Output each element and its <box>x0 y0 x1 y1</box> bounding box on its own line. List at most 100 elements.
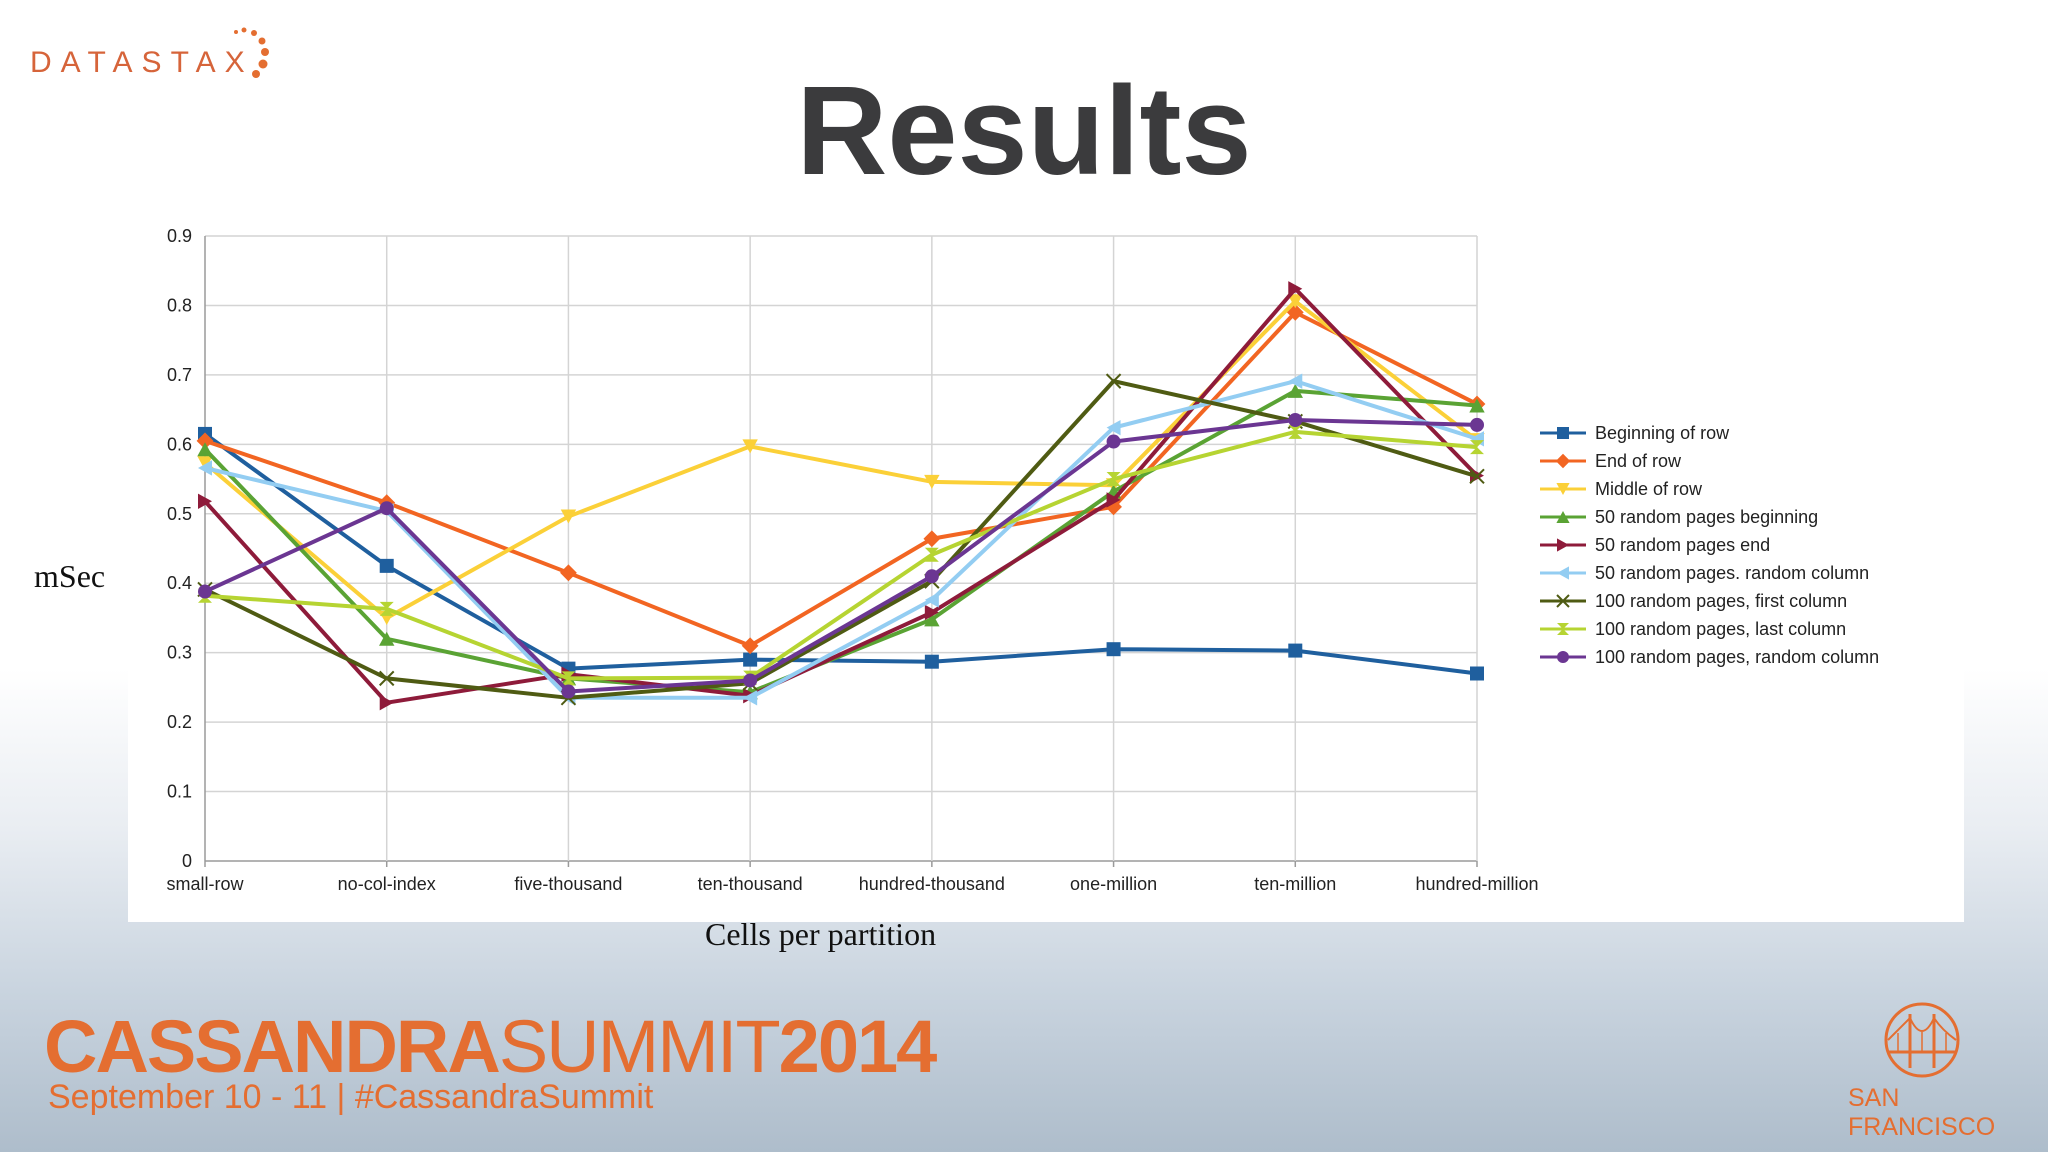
cassandra-summit-logo: CASSANDRASUMMIT2014 <box>44 1004 938 1089</box>
data-point <box>1470 440 1484 455</box>
data-point <box>379 694 394 711</box>
y-tick-label: 0.1 <box>167 782 192 802</box>
data-point <box>1286 303 1304 321</box>
data-point <box>1287 383 1303 398</box>
series-line <box>204 379 1478 700</box>
data-point <box>924 604 939 621</box>
data-point <box>198 584 212 599</box>
data-point <box>379 501 394 516</box>
series-line <box>204 379 1478 700</box>
data-point <box>1106 642 1121 657</box>
data-point <box>1288 413 1303 428</box>
data-point <box>743 690 758 706</box>
data-point <box>924 654 939 669</box>
data-point <box>923 530 941 548</box>
x-axis-label: Cells per partition <box>705 916 937 952</box>
golden-gate-bridge-icon <box>1884 1002 1960 1078</box>
data-point <box>743 652 758 667</box>
legend-entry: Middle of row <box>1595 479 1703 499</box>
y-tick-label: 0.5 <box>167 504 192 524</box>
x-tick-label: ten-thousand <box>698 874 803 894</box>
data-point <box>1288 281 1303 297</box>
series-line <box>203 432 1478 676</box>
series-line <box>204 429 1478 681</box>
data-point <box>1470 666 1484 681</box>
y-tick-label: 0.4 <box>167 573 192 593</box>
x-tick-label: five-thousand <box>514 874 622 894</box>
legend-swatch-marker <box>1557 427 1569 439</box>
event-year: 2014 <box>778 1005 938 1088</box>
data-point <box>560 564 577 582</box>
data-point <box>197 442 213 457</box>
chart-panel: 0 0.1 0.2 0.3 0.4 0.5 0.6 0.7 0.8 0.9 small-row no-… <box>128 222 1964 922</box>
data-point <box>561 671 576 686</box>
data-point <box>196 432 214 450</box>
line-chart: 0 0.1 0.2 0.3 0.4 0.5 0.6 0.7 0.8 0.9 small-row no-… <box>166 226 1879 894</box>
legend-swatch-marker <box>1557 566 1569 580</box>
y-tick-label: 0.8 <box>167 295 192 315</box>
data-point <box>198 493 212 509</box>
event-name-bold: CASSANDRA <box>44 1005 501 1088</box>
data-point <box>742 439 758 454</box>
data-point <box>560 509 577 524</box>
data-point <box>1288 373 1303 389</box>
data-point <box>379 558 394 573</box>
legend-entry: 50 random pages. random column <box>1595 563 1869 583</box>
legend-swatch-marker <box>1555 453 1571 469</box>
data-point <box>1288 424 1303 439</box>
data-point <box>1106 492 1121 508</box>
legend-entry: Beginning of row <box>1595 423 1730 443</box>
data-point <box>924 592 939 608</box>
legend-swatch-marker <box>1557 651 1569 663</box>
legend-entry: 100 random pages, last column <box>1595 619 1846 639</box>
series-line <box>204 418 1478 694</box>
series-line <box>203 286 1479 705</box>
data-point <box>379 631 395 646</box>
data-point <box>741 637 759 655</box>
legend-entry: 50 random pages end <box>1595 535 1770 555</box>
x-tick-label: hundred-thousand <box>859 874 1005 894</box>
data-point <box>198 460 212 476</box>
legend-swatch-marker <box>1556 483 1570 495</box>
data-point <box>1287 294 1303 309</box>
y-tick-label: 0.3 <box>167 643 192 663</box>
data-point <box>1470 417 1484 432</box>
data-point <box>924 612 940 627</box>
series-line <box>204 310 1478 648</box>
y-tick-label: 0 <box>182 851 192 871</box>
data-point <box>1106 419 1121 436</box>
event-tagline: September 10 - 11 | #CassandraSummit <box>48 1078 654 1116</box>
data-point <box>924 569 939 584</box>
y-tick-label: 0.9 <box>167 226 192 246</box>
legend-swatch-marker <box>1556 511 1570 523</box>
datastax-wordmark: DATASTAX <box>30 46 254 79</box>
legend-entry: 100 random pages, random column <box>1595 647 1879 667</box>
x-tick-label: small-row <box>166 874 244 894</box>
x-tick-label: one-million <box>1070 874 1157 894</box>
data-point <box>1105 373 1122 389</box>
data-point <box>743 673 758 688</box>
data-point <box>1288 643 1303 658</box>
data-point <box>379 601 394 616</box>
legend-entry: 50 random pages beginning <box>1595 507 1818 527</box>
y-tick-label: 0.7 <box>167 365 192 385</box>
legend-entry: 100 random pages, first column <box>1595 591 1847 611</box>
san-francisco-logo: SAN FRANCISCO <box>1848 1000 1998 1141</box>
y-axis-label: mSec <box>34 558 106 594</box>
datastax-logo: DATASTAX <box>30 24 280 84</box>
data-point <box>561 684 576 699</box>
x-tick-label: no-col-index <box>338 874 436 894</box>
data-point <box>197 456 213 471</box>
y-tick-label: 0.6 <box>167 434 192 454</box>
event-name-light: SUMMIT <box>498 1005 781 1088</box>
data-point <box>1469 398 1485 413</box>
y-tick-label: 0.2 <box>167 712 192 732</box>
datastax-dots-icon <box>234 27 269 78</box>
data-point <box>924 547 939 562</box>
data-point <box>1106 434 1121 449</box>
legend-swatch-marker <box>1557 538 1569 552</box>
legend-entry: End of row <box>1595 451 1682 471</box>
legend-swatch-marker <box>1556 594 1570 608</box>
slide-title: Results <box>796 60 1252 201</box>
legend-swatch-marker <box>1557 623 1569 635</box>
